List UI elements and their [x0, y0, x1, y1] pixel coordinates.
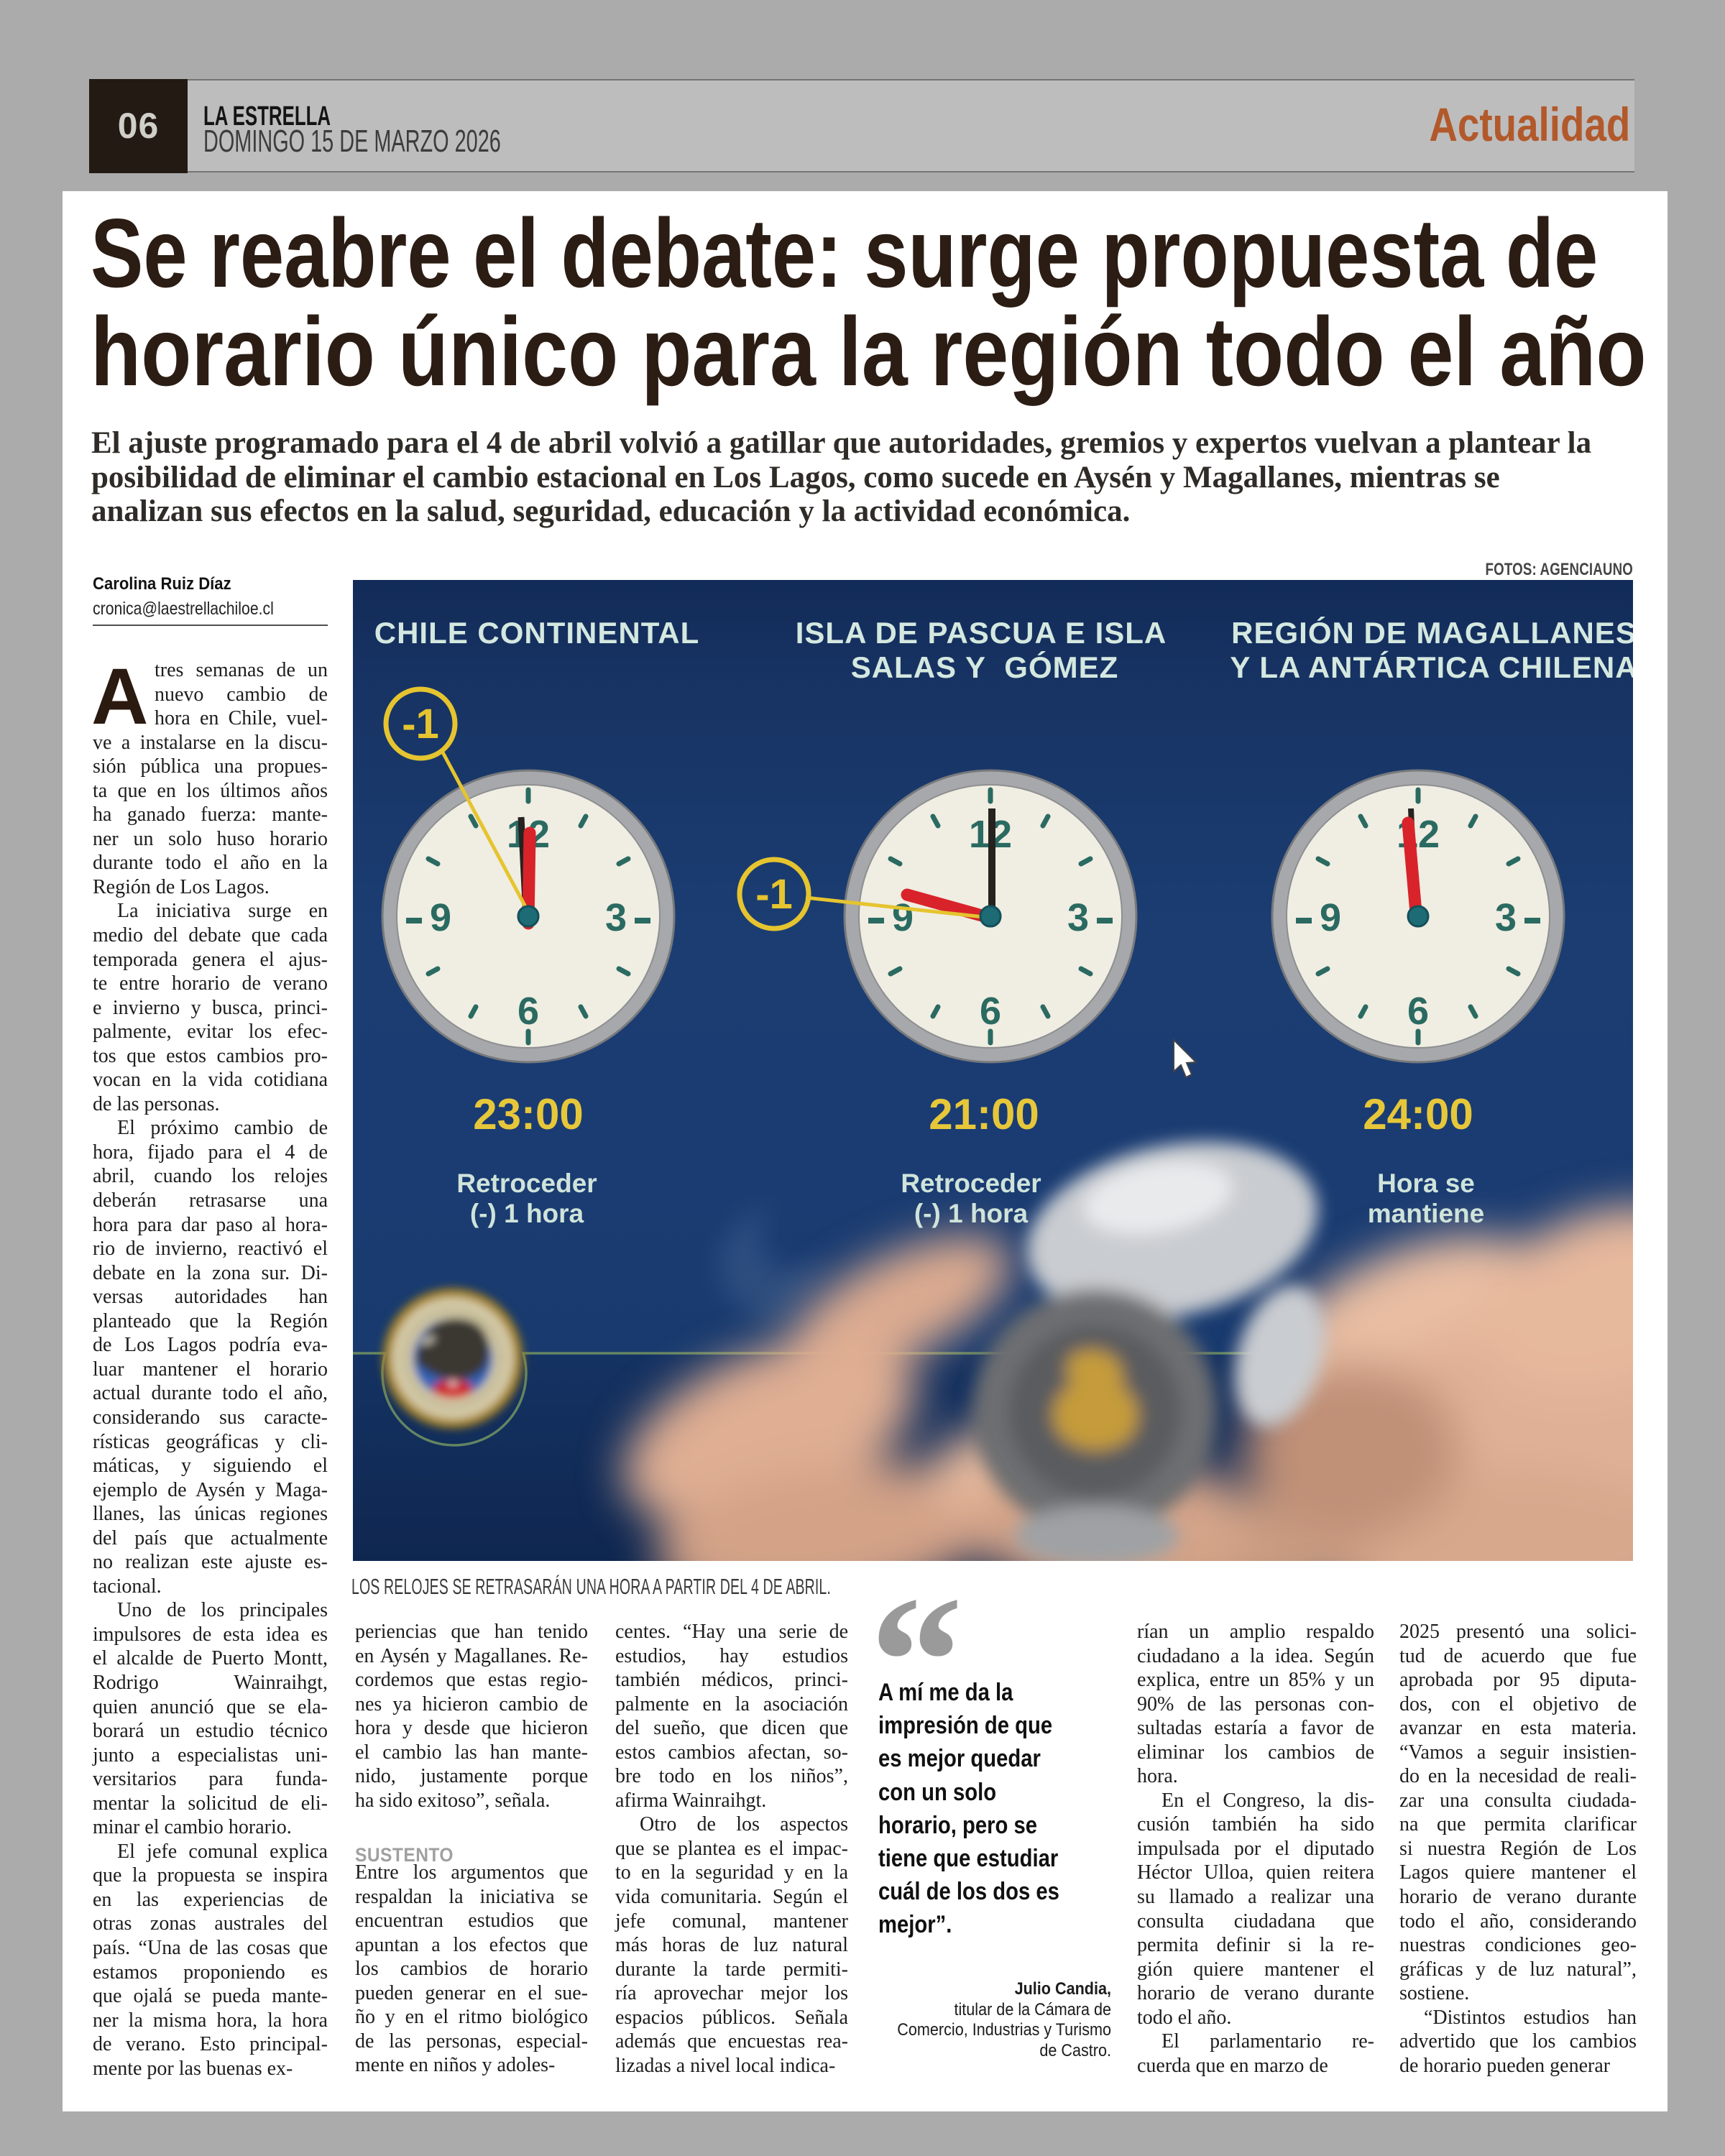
- svg-text:6: 6: [980, 990, 1001, 1033]
- svg-text:9: 9: [430, 896, 451, 939]
- svg-text:21:00: 21:00: [929, 1090, 1039, 1138]
- svg-text:6: 6: [1407, 990, 1429, 1033]
- svg-text:-1: -1: [402, 701, 439, 747]
- svg-text:3: 3: [605, 896, 627, 939]
- svg-text:23:00: 23:00: [473, 1090, 583, 1138]
- svg-text:ISLA DE PASCUA E ISLA: ISLA DE PASCUA E ISLA: [796, 616, 1167, 650]
- svg-text:Hora se: Hora se: [1377, 1169, 1475, 1198]
- svg-text:9: 9: [1320, 896, 1341, 939]
- svg-text:CHILE CONTINENTAL: CHILE CONTINENTAL: [374, 616, 700, 650]
- svg-text:6: 6: [518, 990, 539, 1033]
- svg-text:Y LA ANTÁRTICA CHILENA: Y LA ANTÁRTICA CHILENA: [1230, 650, 1633, 684]
- svg-text:(-) 1 hora: (-) 1 hora: [914, 1199, 1029, 1228]
- svg-text:SALAS Y GÓMEZ: SALAS Y GÓMEZ: [851, 650, 1119, 684]
- svg-text:Retroceder: Retroceder: [456, 1169, 597, 1198]
- svg-text:3: 3: [1495, 896, 1517, 939]
- svg-text:9: 9: [892, 896, 914, 939]
- svg-text:(-) 1 hora: (-) 1 hora: [470, 1199, 584, 1228]
- svg-text:-1: -1: [755, 871, 793, 918]
- svg-text:REGIÓN DE MAGALLANES: REGIÓN DE MAGALLANES: [1231, 615, 1633, 650]
- svg-text:24:00: 24:00: [1363, 1090, 1473, 1138]
- svg-text:mantiene: mantiene: [1368, 1199, 1484, 1228]
- svg-text:3: 3: [1067, 896, 1089, 939]
- svg-text:Retroceder: Retroceder: [901, 1169, 1041, 1198]
